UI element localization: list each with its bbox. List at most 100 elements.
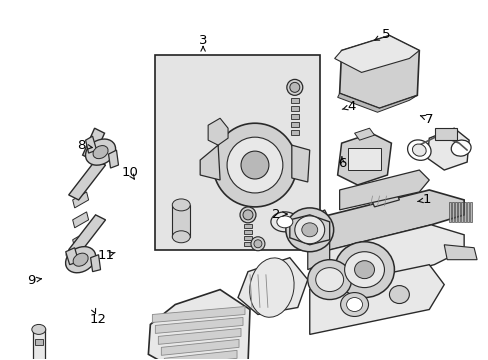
Ellipse shape (285, 208, 333, 252)
Polygon shape (68, 160, 105, 200)
Bar (290, 114, 298, 119)
Bar (290, 98, 298, 103)
Polygon shape (158, 328, 241, 345)
Text: 12: 12 (90, 313, 107, 327)
Bar (457, 202, 459, 222)
Ellipse shape (73, 253, 88, 266)
Ellipse shape (85, 139, 115, 165)
Ellipse shape (344, 252, 384, 288)
Bar (244, 224, 251, 228)
Ellipse shape (286, 80, 302, 95)
Bar (172, 205, 190, 237)
Text: 4: 4 (347, 100, 355, 113)
Ellipse shape (276, 216, 292, 228)
Bar (244, 236, 251, 240)
Polygon shape (73, 212, 88, 228)
Polygon shape (90, 255, 101, 272)
Bar (451, 202, 453, 222)
Ellipse shape (407, 140, 430, 160)
Ellipse shape (354, 261, 374, 279)
Text: 6: 6 (337, 157, 346, 170)
Ellipse shape (172, 199, 190, 211)
Bar (434, 128, 456, 140)
Polygon shape (161, 339, 239, 355)
Ellipse shape (334, 242, 394, 298)
Polygon shape (200, 145, 220, 180)
Ellipse shape (32, 324, 46, 334)
Ellipse shape (270, 212, 298, 232)
Polygon shape (108, 150, 118, 168)
Bar (460, 202, 462, 222)
Bar (155, 55, 319, 250)
Polygon shape (68, 215, 105, 255)
Polygon shape (309, 225, 463, 294)
Polygon shape (73, 192, 88, 208)
Polygon shape (307, 210, 329, 270)
Text: 11: 11 (97, 249, 114, 262)
Polygon shape (65, 248, 79, 265)
Polygon shape (309, 265, 443, 334)
Bar (35, 339, 42, 345)
Ellipse shape (172, 231, 190, 243)
Bar (290, 130, 298, 135)
Bar (290, 106, 298, 111)
Polygon shape (309, 190, 463, 255)
Bar (347, 148, 381, 170)
Polygon shape (73, 232, 88, 248)
Polygon shape (291, 145, 309, 182)
Ellipse shape (253, 240, 262, 248)
Text: 1: 1 (422, 193, 430, 206)
Polygon shape (155, 318, 243, 333)
Ellipse shape (340, 293, 368, 316)
Bar (454, 202, 456, 222)
Ellipse shape (243, 210, 252, 220)
Polygon shape (238, 258, 307, 315)
Ellipse shape (294, 216, 324, 244)
Text: 10: 10 (122, 166, 138, 179)
Polygon shape (427, 128, 468, 170)
Bar (244, 230, 251, 234)
Polygon shape (339, 36, 419, 108)
Ellipse shape (241, 151, 268, 179)
Bar (33, 329, 45, 360)
Polygon shape (337, 133, 390, 185)
Bar (469, 202, 471, 222)
Ellipse shape (388, 285, 408, 303)
Text: 9: 9 (27, 274, 35, 287)
Ellipse shape (346, 298, 362, 311)
Ellipse shape (307, 260, 351, 300)
Bar (463, 202, 465, 222)
Bar (466, 202, 468, 222)
Polygon shape (369, 188, 399, 207)
Polygon shape (82, 128, 104, 160)
Polygon shape (213, 145, 296, 185)
Polygon shape (339, 170, 428, 210)
Ellipse shape (240, 207, 255, 223)
Text: 7: 7 (425, 113, 433, 126)
Ellipse shape (250, 237, 264, 251)
Ellipse shape (226, 137, 282, 193)
Bar (244, 242, 251, 246)
Text: 3: 3 (199, 33, 207, 47)
Polygon shape (443, 245, 476, 260)
Polygon shape (152, 306, 244, 323)
Ellipse shape (65, 247, 96, 273)
Text: 8: 8 (77, 139, 85, 152)
Bar (290, 122, 298, 127)
Ellipse shape (411, 144, 426, 156)
Polygon shape (208, 118, 227, 145)
Ellipse shape (93, 145, 108, 159)
Ellipse shape (213, 123, 296, 207)
Polygon shape (334, 36, 419, 72)
Polygon shape (85, 136, 96, 153)
Ellipse shape (450, 140, 470, 156)
Polygon shape (337, 93, 416, 112)
Ellipse shape (315, 268, 343, 292)
Polygon shape (164, 350, 237, 360)
Polygon shape (354, 128, 374, 140)
Text: 5: 5 (381, 28, 389, 41)
Polygon shape (73, 252, 88, 268)
Polygon shape (148, 289, 249, 360)
Text: 2: 2 (271, 208, 280, 221)
Ellipse shape (301, 223, 317, 237)
